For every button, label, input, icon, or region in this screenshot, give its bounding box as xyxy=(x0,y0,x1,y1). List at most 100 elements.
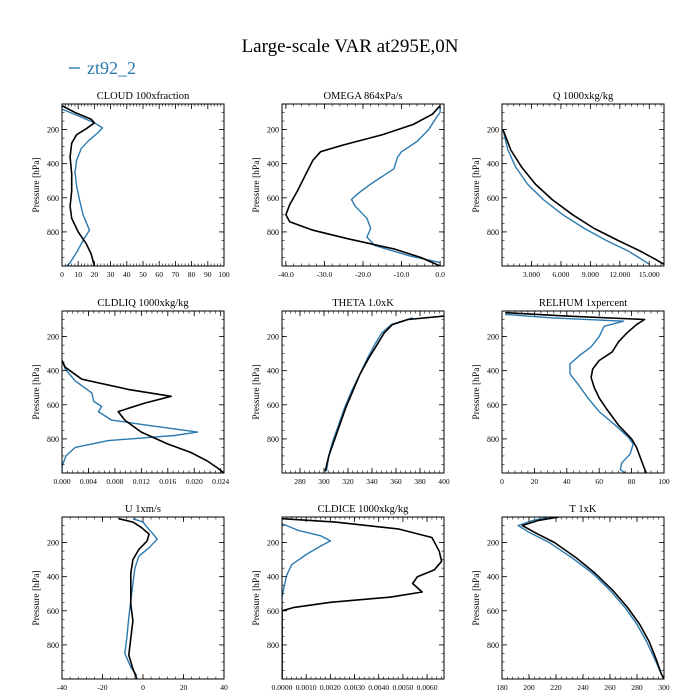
y-axis-label: Pressure [hPa] xyxy=(252,364,262,419)
x-tick-label: 0.0010 xyxy=(296,683,317,692)
plot-frame xyxy=(501,310,665,474)
panel-title: OMEGA 864xPa/s xyxy=(323,91,402,102)
x-tick-label: -20 xyxy=(97,683,107,692)
y-axis-label: Pressure [hPa] xyxy=(32,157,42,212)
panel-9: T 1xK Pressure [hPa] 180 200 220 240 260 280 300… xyxy=(472,504,670,692)
y-tick-label: 400 xyxy=(47,573,59,582)
y-tick-label: 600 xyxy=(267,607,279,616)
y-tick-label: 200 xyxy=(267,126,279,135)
plot-frame xyxy=(281,310,445,474)
figure-title: Large-scale VAR at295E,0N xyxy=(242,36,459,57)
y-tick-label: 200 xyxy=(487,126,499,135)
x-tick-label: 15.000 xyxy=(639,270,660,279)
x-tick-label: 70 xyxy=(172,270,180,279)
x-tick-label: 0 xyxy=(500,477,504,486)
x-tick-label: 80 xyxy=(628,477,636,486)
x-tick-label: 320 xyxy=(342,477,354,486)
x-tick-label: 0.016 xyxy=(159,477,176,486)
x-tick-label: 60 xyxy=(155,270,163,279)
panel-title: Q 1000xkg/kg xyxy=(553,91,614,102)
series-line-2 xyxy=(502,129,664,265)
panel-1: CLOUD 100xfraction Pressure [hPa] 0 10 20 30 4… xyxy=(32,91,230,279)
x-tick-label: 90 xyxy=(204,270,212,279)
x-tick-label: 50 xyxy=(139,270,147,279)
panel-3: Q 1000xkg/kg Pressure [hPa] 3.000 6.000 9.00… xyxy=(472,91,665,279)
series-line-2 xyxy=(118,517,150,679)
series-line-1 xyxy=(282,523,332,679)
panel-5: THETA 1.0xK Pressure [hPa] 280 300 320 340 360… xyxy=(252,298,450,486)
y-tick-label: 800 xyxy=(487,641,499,650)
plot-frame xyxy=(61,310,225,474)
y-tick-label: 400 xyxy=(47,367,59,376)
y-axis-label: Pressure [hPa] xyxy=(472,364,482,419)
series-line-1 xyxy=(502,129,650,265)
x-tick-label: 0.000 xyxy=(53,477,70,486)
x-tick-label: 6.000 xyxy=(552,270,569,279)
y-tick-label: 800 xyxy=(267,228,279,237)
y-tick-label: 400 xyxy=(487,160,499,169)
x-tick-label: 0 xyxy=(141,683,145,692)
series-line-1 xyxy=(505,313,634,473)
x-tick-label: 220 xyxy=(550,683,562,692)
y-tick-label: 800 xyxy=(47,228,59,237)
x-tick-label: -20.0 xyxy=(355,270,371,279)
x-tick-label: 0.0060 xyxy=(417,683,438,692)
x-tick-label: 20 xyxy=(91,270,99,279)
x-tick-label: 30 xyxy=(107,270,115,279)
x-tick-label: 340 xyxy=(366,477,378,486)
panel-title: CLDICE 1000xkg/kg xyxy=(318,504,409,515)
y-tick-label: 800 xyxy=(487,228,499,237)
series-line-1 xyxy=(62,108,104,266)
x-tick-label: -10.0 xyxy=(394,270,410,279)
x-tick-label: 240 xyxy=(577,683,589,692)
series-line-2 xyxy=(62,104,96,266)
legend: zt92_2 xyxy=(69,58,136,78)
x-tick-label: 0.0050 xyxy=(392,683,413,692)
y-tick-label: 600 xyxy=(47,194,59,203)
x-tick-label: 0.008 xyxy=(106,477,123,486)
y-tick-label: 400 xyxy=(267,573,279,582)
panel-title: RELHUM 1xpercent xyxy=(539,298,627,309)
x-tick-label: 380 xyxy=(414,477,426,486)
series-line-2 xyxy=(282,517,443,679)
x-tick-label: -30.0 xyxy=(317,270,333,279)
y-tick-label: 600 xyxy=(267,401,279,410)
y-tick-label: 600 xyxy=(47,401,59,410)
y-tick-label: 600 xyxy=(487,194,499,203)
panel-6: RELHUM 1xpercent Pressure [hPa] 0 20 40 60 80 1… xyxy=(472,298,670,486)
x-tick-label: 280 xyxy=(631,683,643,692)
y-tick-label: 400 xyxy=(47,160,59,169)
y-tick-label: 200 xyxy=(487,539,499,548)
series-line-2 xyxy=(285,105,441,266)
x-tick-label: 9.000 xyxy=(582,270,599,279)
plot-frame xyxy=(61,516,225,680)
y-tick-label: 200 xyxy=(267,539,279,548)
y-tick-label: 600 xyxy=(487,401,499,410)
x-tick-label: 0.0000 xyxy=(272,683,293,692)
y-tick-label: 200 xyxy=(47,333,59,342)
x-tick-label: 60 xyxy=(595,477,603,486)
x-tick-label: 0.024 xyxy=(212,477,229,486)
y-tick-label: 800 xyxy=(47,641,59,650)
panels: CLOUD 100xfraction Pressure [hPa] 0 10 20 30 4… xyxy=(32,91,670,692)
y-axis-label: Pressure [hPa] xyxy=(252,157,262,212)
series-line-2 xyxy=(324,315,444,472)
x-tick-label: 20 xyxy=(180,683,188,692)
y-tick-label: 600 xyxy=(267,194,279,203)
x-tick-label: 10 xyxy=(74,270,82,279)
x-tick-label: 40 xyxy=(220,683,228,692)
x-tick-label: 80 xyxy=(188,270,196,279)
x-tick-label: 0.0040 xyxy=(368,683,389,692)
x-tick-label: 200 xyxy=(523,683,535,692)
panel-title: CLOUD 100xfraction xyxy=(97,91,190,102)
x-tick-label: 260 xyxy=(604,683,616,692)
panel-4: CLDLIQ 1000xkg/kg Pressure [hPa] 0.000 0.00… xyxy=(32,298,229,486)
series-line-1 xyxy=(517,517,664,679)
y-tick-label: 200 xyxy=(47,126,59,135)
y-axis-label: Pressure [hPa] xyxy=(32,364,42,419)
x-tick-label: 0.004 xyxy=(80,477,97,486)
x-tick-label: 0.0030 xyxy=(344,683,365,692)
x-tick-label: 0.0 xyxy=(435,270,445,279)
